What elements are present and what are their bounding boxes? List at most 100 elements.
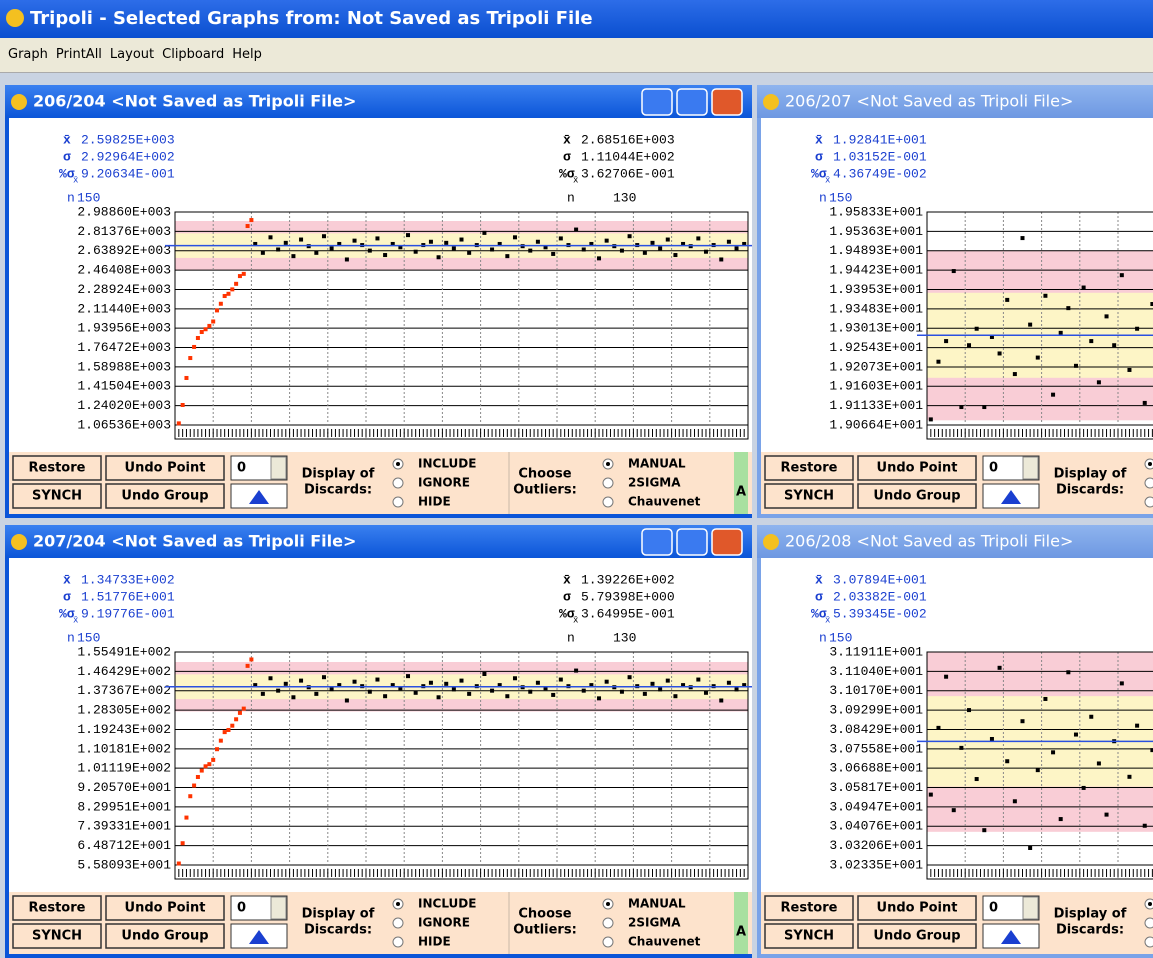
data-point — [696, 677, 701, 682]
stat-value: 2.59825E+003 — [81, 132, 175, 147]
restore-button-label: Restore — [29, 461, 86, 476]
menu-item[interactable]: PrintAll — [55, 47, 102, 62]
spinner-arrows[interactable] — [270, 896, 287, 920]
y-tick-label: 1.19243E+002 — [77, 722, 171, 737]
undo-group-button[interactable] — [105, 923, 225, 949]
close-button[interactable] — [711, 528, 743, 556]
graph-body — [9, 558, 752, 892]
data-point — [260, 250, 265, 255]
y-tick-label: 1.95363E+001 — [829, 224, 923, 239]
data-point — [451, 687, 456, 692]
stat-label: %σ — [559, 166, 575, 181]
close-button[interactable] — [711, 88, 743, 116]
y-tick-label: 2.46408E+003 — [77, 263, 171, 278]
menu-item[interactable]: Layout — [109, 47, 155, 62]
choose-label: Outliers: — [513, 923, 577, 938]
data-point — [245, 663, 250, 668]
stat-label: %σ — [559, 606, 575, 621]
stat-value: 1.39226E+002 — [581, 572, 675, 587]
data-point — [650, 681, 655, 686]
data-point — [543, 686, 548, 691]
restore-button[interactable] — [764, 895, 854, 921]
data-point — [428, 239, 433, 244]
data-point — [1028, 845, 1033, 850]
y-tick-label: 3.06688E+001 — [829, 761, 923, 776]
discards-radio[interactable] — [1144, 936, 1153, 948]
data-point — [665, 678, 670, 683]
spinner-arrows[interactable] — [1022, 896, 1039, 920]
menu-item[interactable]: Help — [232, 47, 262, 62]
data-point — [375, 677, 380, 682]
minimize-button[interactable] — [641, 88, 673, 116]
data-point — [658, 687, 663, 692]
data-point — [226, 727, 231, 732]
data-point — [211, 319, 216, 324]
data-point — [1096, 380, 1101, 385]
menu-item[interactable]: Clipboard — [162, 47, 225, 62]
discards-radio[interactable] — [392, 496, 404, 508]
spinner-arrows[interactable] — [270, 456, 287, 480]
stat-value: 130 — [613, 630, 636, 645]
data-point — [1020, 719, 1025, 724]
spinner-arrows[interactable] — [1022, 456, 1039, 480]
data-point — [742, 241, 747, 246]
data-point — [176, 861, 181, 866]
outliers-radio[interactable] — [602, 477, 614, 489]
undo-point-button[interactable] — [857, 895, 977, 921]
data-point — [268, 235, 273, 240]
y-tick-label: 3.07558E+001 — [829, 741, 923, 756]
y-tick-label: 1.92543E+001 — [829, 340, 923, 355]
synch-button[interactable] — [12, 923, 102, 949]
outliers-radio[interactable] — [602, 936, 614, 948]
undo-point-button[interactable] — [105, 895, 225, 921]
y-tick-label: 1.58988E+003 — [77, 359, 171, 374]
undo-group-button[interactable] — [857, 483, 977, 509]
discards-radio[interactable] — [1144, 496, 1153, 508]
data-point — [1058, 330, 1063, 335]
maximize-button[interactable] — [676, 88, 708, 116]
data-point — [215, 747, 220, 752]
data-point — [344, 698, 349, 703]
restore-button[interactable] — [12, 455, 102, 481]
discards-radio[interactable] — [392, 477, 404, 489]
data-point — [195, 335, 200, 340]
synch-button[interactable] — [764, 483, 854, 509]
restore-button[interactable] — [764, 455, 854, 481]
data-point — [203, 327, 208, 332]
data-point — [241, 706, 246, 711]
undo-group-button[interactable] — [857, 923, 977, 949]
stat-label: n — [567, 190, 575, 205]
stat-value: 1.92841E+001 — [833, 132, 927, 147]
data-point — [1104, 812, 1109, 817]
synch-button[interactable] — [764, 923, 854, 949]
discards-radio[interactable] — [1144, 917, 1153, 929]
stat-label: x̄ — [73, 615, 78, 625]
discards-radio[interactable] — [392, 917, 404, 929]
discards-radio[interactable] — [392, 936, 404, 948]
data-point — [276, 247, 281, 252]
undo-point-button-label: Undo Point — [125, 901, 206, 916]
outliers-radio[interactable] — [602, 917, 614, 929]
undo-point-button[interactable] — [105, 455, 225, 481]
outliers-radio[interactable] — [602, 496, 614, 508]
discards-radio-dot — [1148, 902, 1152, 906]
discards-option: HIDE — [418, 495, 451, 509]
data-point — [199, 768, 204, 773]
synch-button[interactable] — [12, 483, 102, 509]
data-point — [734, 687, 739, 692]
data-point — [959, 405, 964, 410]
display-label: Discards: — [304, 923, 372, 938]
undo-group-button[interactable] — [105, 483, 225, 509]
menu-item[interactable]: Graph — [8, 47, 48, 62]
data-point — [192, 344, 197, 349]
discards-radio[interactable] — [1144, 477, 1153, 489]
data-point — [505, 254, 510, 259]
undo-point-button[interactable] — [857, 455, 977, 481]
graph-window: 206/208 <Not Saved as Tripoli File> x̄ σ %σ… — [757, 525, 1153, 958]
restore-button[interactable] — [12, 895, 102, 921]
data-point — [1081, 285, 1086, 290]
minimize-button[interactable] — [641, 528, 673, 556]
display-label: Display of — [1054, 467, 1127, 482]
maximize-button[interactable] — [676, 528, 708, 556]
